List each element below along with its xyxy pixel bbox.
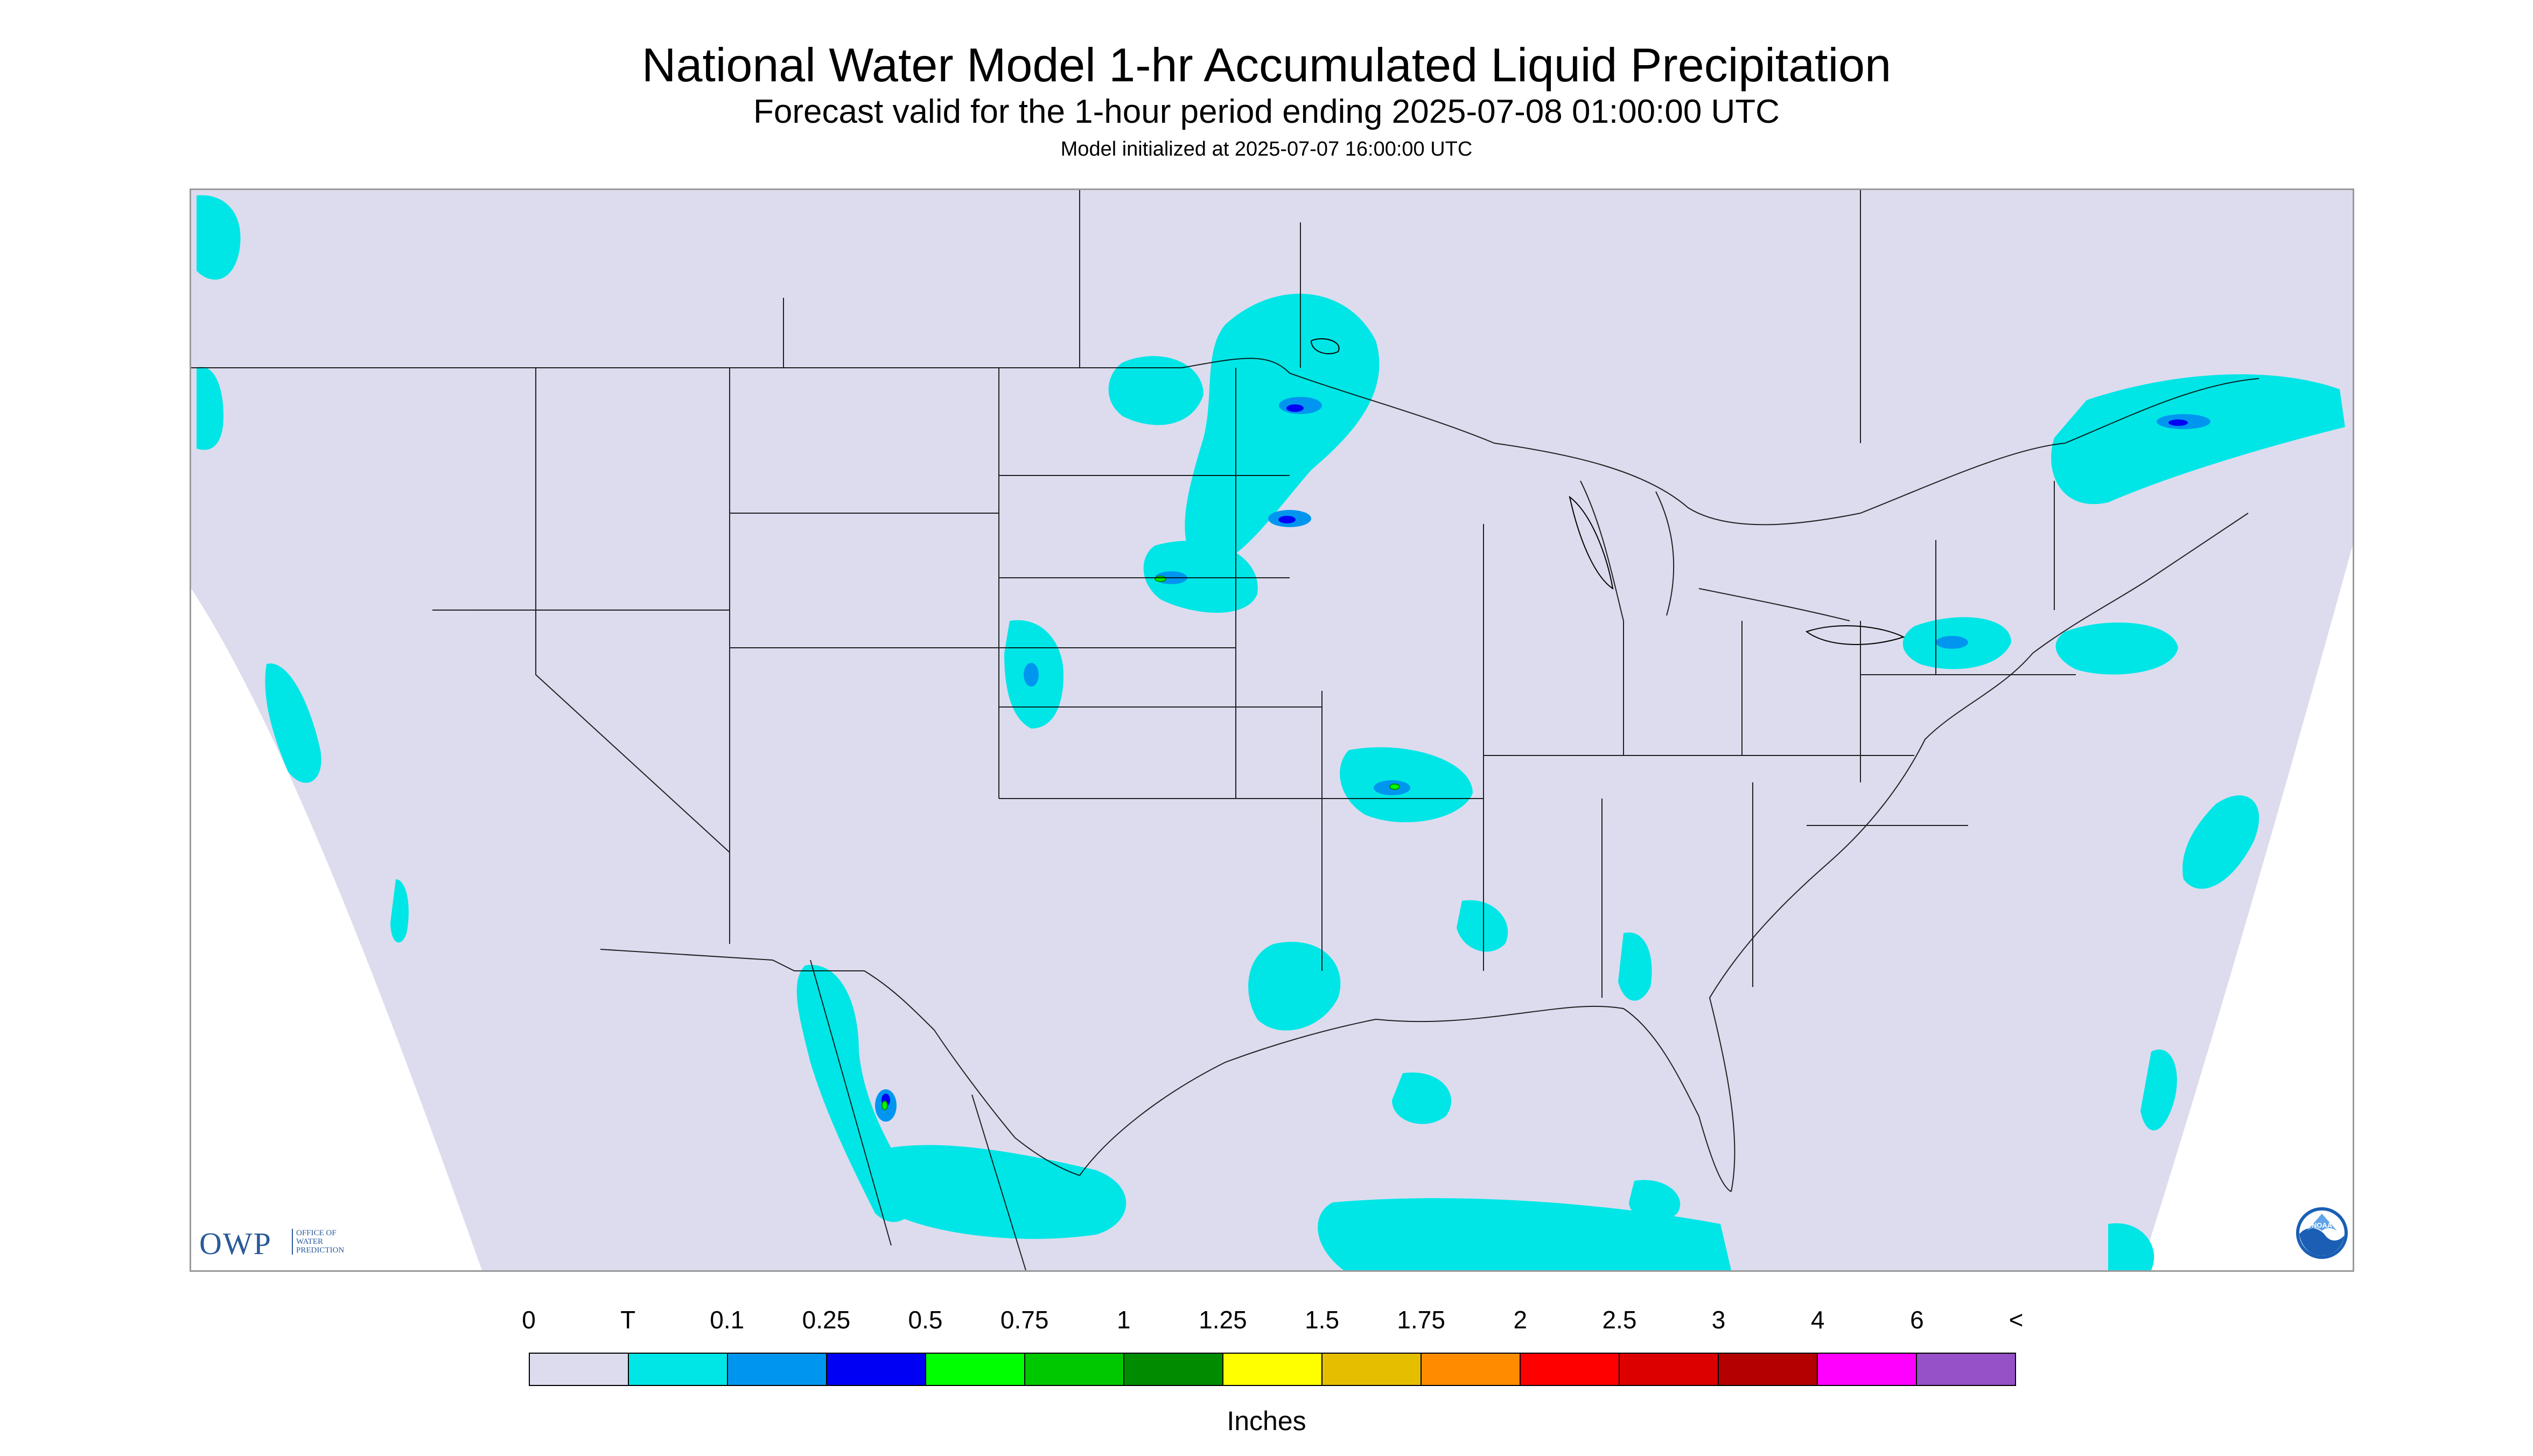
owp-logo: OWP OFFICE OF WATER PREDICTION (199, 1226, 372, 1263)
owp-wordmark: OWP (199, 1226, 272, 1261)
great-lakes-shore (1580, 480, 1850, 621)
legend-swatch (629, 1354, 728, 1385)
legend-tick-label: 2.5 (1602, 1306, 1637, 1334)
political-boundaries (191, 190, 2259, 1270)
us-canada-border (191, 358, 2259, 526)
legend-units: Inches (1227, 1406, 1306, 1436)
legend-tick-label: 1.25 (1199, 1306, 1247, 1334)
legend-tick-label: 0.5 (908, 1306, 943, 1334)
gulf-coastline (1079, 1005, 1732, 1192)
noaa-logo: NOAA (2296, 1207, 2348, 1259)
legend-swatch (1025, 1354, 1124, 1385)
map-canvas (191, 190, 2353, 1270)
inland-water (1310, 338, 1905, 645)
legend-tick-label: 1.5 (1305, 1306, 1340, 1334)
model-init-time: Model initialized at 2025-07-07 16:00:00… (1060, 138, 1473, 160)
legend-tick-label: 3 (1711, 1306, 1726, 1334)
precipitation-map[interactable] (190, 188, 2354, 1272)
precip-color-legend (529, 1353, 2016, 1386)
legend-swatch (1422, 1354, 1521, 1385)
legend-tick-label: 4 (1810, 1306, 1825, 1334)
legend-swatch (1323, 1354, 1422, 1385)
legend-swatch (1818, 1354, 1917, 1385)
legend-tick-labels: 0 T 0.1 0.25 0.5 0.75 1 1.25 1.5 1.75 2 2.5 3 4 6 < (522, 1305, 2023, 1338)
legend-swatch (1223, 1354, 1323, 1385)
legend-tick-label: 2 (1513, 1306, 1528, 1334)
map-subtitle: Forecast valid for the 1-hour period end… (753, 93, 1780, 130)
legend-swatch (728, 1354, 827, 1385)
atlantic-coastline (1709, 513, 2249, 1192)
legend-swatch (1917, 1354, 2015, 1385)
legend-tick-label: 1 (1117, 1306, 1131, 1334)
model-domain (191, 190, 2353, 1270)
legend-tick-label: < (2009, 1306, 2024, 1334)
legend-tick-label: T (620, 1306, 636, 1334)
legend-swatch (827, 1354, 926, 1385)
legend-tick-label: 0.25 (802, 1306, 851, 1334)
legend-swatch (1620, 1354, 1719, 1385)
legend-swatch (530, 1354, 629, 1385)
owp-sub-line-1: OFFICE OF (296, 1229, 337, 1237)
legend-swatch (1719, 1354, 1818, 1385)
legend-tick-label: 0.75 (1000, 1306, 1049, 1334)
owp-sub-line-3: PREDICTION (296, 1246, 345, 1255)
noaa-logo-text: NOAA (2312, 1221, 2333, 1229)
owp-sub-line-2: WATER (296, 1237, 323, 1246)
map-title: National Water Model 1-hr Accumulated Li… (641, 38, 1892, 92)
legend-swatch (926, 1354, 1025, 1385)
legend-tick-label: 6 (1910, 1306, 1924, 1334)
us-mexico-border (600, 949, 1080, 1176)
owp-subtitle: OFFICE OF WATER PREDICTION (292, 1229, 344, 1255)
legend-tick-label: 1.75 (1397, 1306, 1445, 1334)
legend-swatch (1124, 1354, 1223, 1385)
legend-tick-label: 0 (522, 1306, 536, 1334)
legend-swatch (1521, 1354, 1620, 1385)
legend-tick-label: 0.1 (710, 1306, 745, 1334)
